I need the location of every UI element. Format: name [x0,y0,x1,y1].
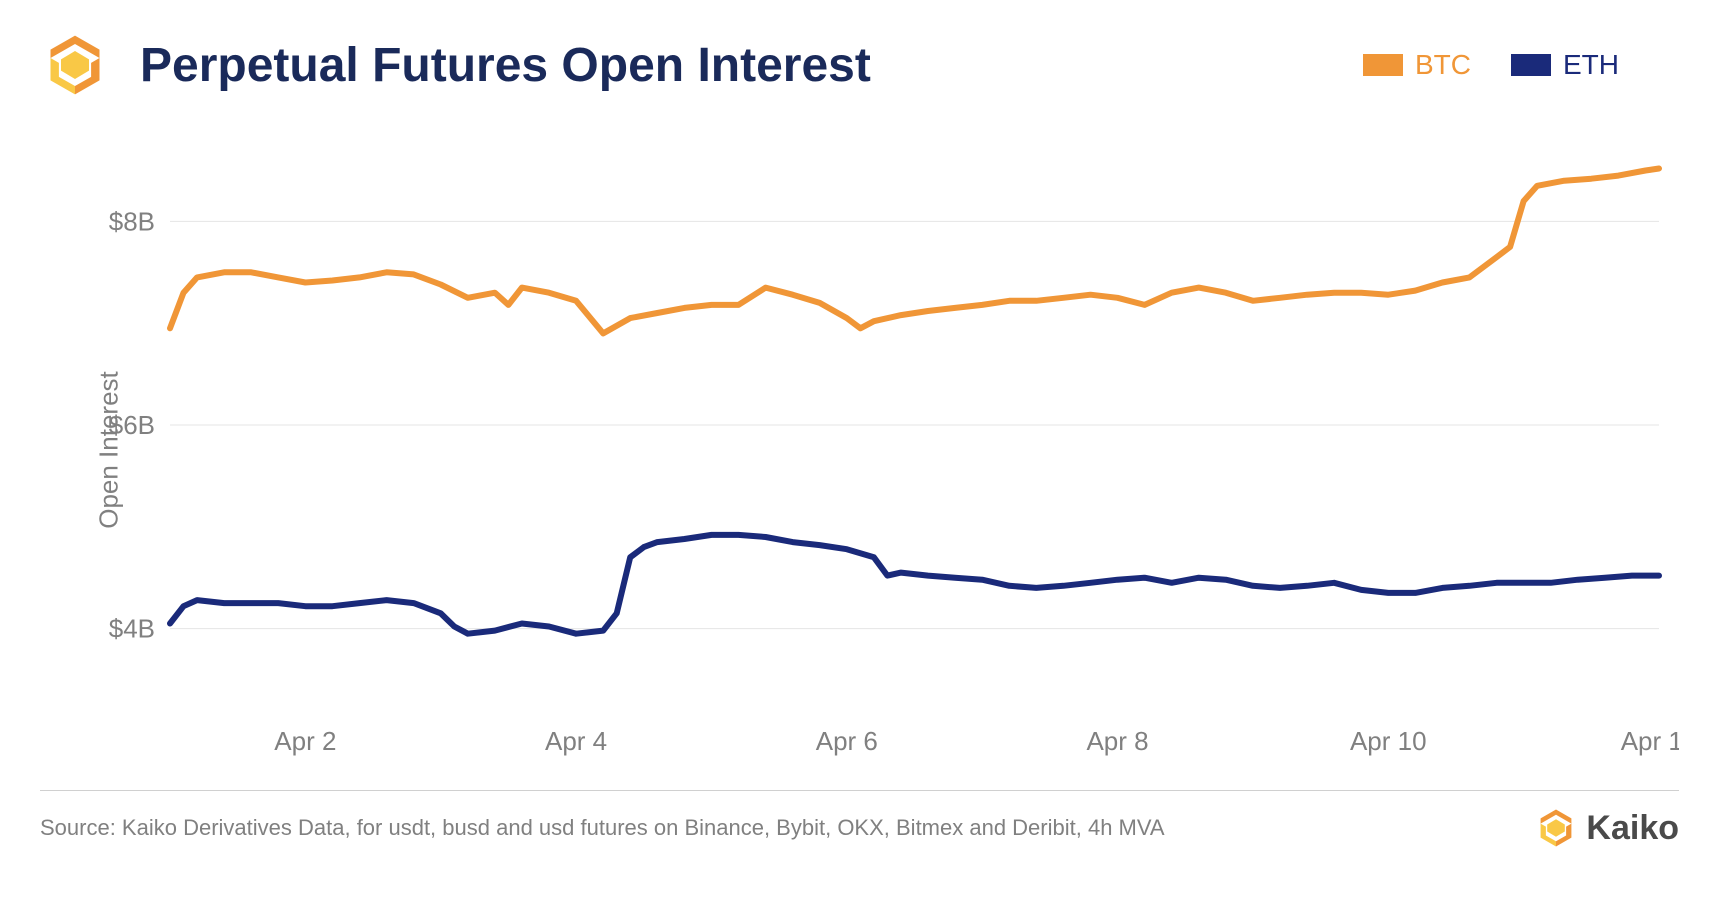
legend-label-btc: BTC [1415,49,1471,81]
header-left: Perpetual Futures Open Interest [40,30,871,100]
chart-container: Open Interest $4B$6B$8BApr 2Apr 4Apr 6Ap… [40,130,1679,770]
legend-item-btc: BTC [1363,49,1471,81]
y-axis-label: Open Interest [93,371,124,529]
source-text: Source: Kaiko Derivatives Data, for usdt… [40,815,1165,841]
legend-item-eth: ETH [1511,49,1619,81]
svg-text:Apr 10: Apr 10 [1350,726,1427,756]
chart-footer: Source: Kaiko Derivatives Data, for usdt… [40,790,1679,850]
svg-text:Apr 4: Apr 4 [545,726,607,756]
svg-text:Apr 12: Apr 12 [1621,726,1679,756]
legend-swatch-btc [1363,54,1403,76]
svg-text:$4B: $4B [109,614,155,644]
legend-swatch-eth [1511,54,1551,76]
chart-legend: BTC ETH [1363,49,1619,81]
footer-logo: Kaiko [1534,806,1679,850]
footer-brand-text: Kaiko [1586,809,1679,848]
svg-text:Apr 2: Apr 2 [274,726,336,756]
svg-text:Apr 6: Apr 6 [816,726,878,756]
legend-label-eth: ETH [1563,49,1619,81]
kaiko-footer-icon [1534,806,1578,850]
chart-plot-area: $4B$6B$8BApr 2Apr 4Apr 6Apr 8Apr 10Apr 1… [40,130,1679,770]
chart-title: Perpetual Futures Open Interest [140,38,871,93]
svg-text:$8B: $8B [109,206,155,236]
kaiko-logo-icon [40,30,110,100]
chart-header: Perpetual Futures Open Interest BTC ETH [40,30,1679,100]
svg-text:Apr 8: Apr 8 [1086,726,1148,756]
